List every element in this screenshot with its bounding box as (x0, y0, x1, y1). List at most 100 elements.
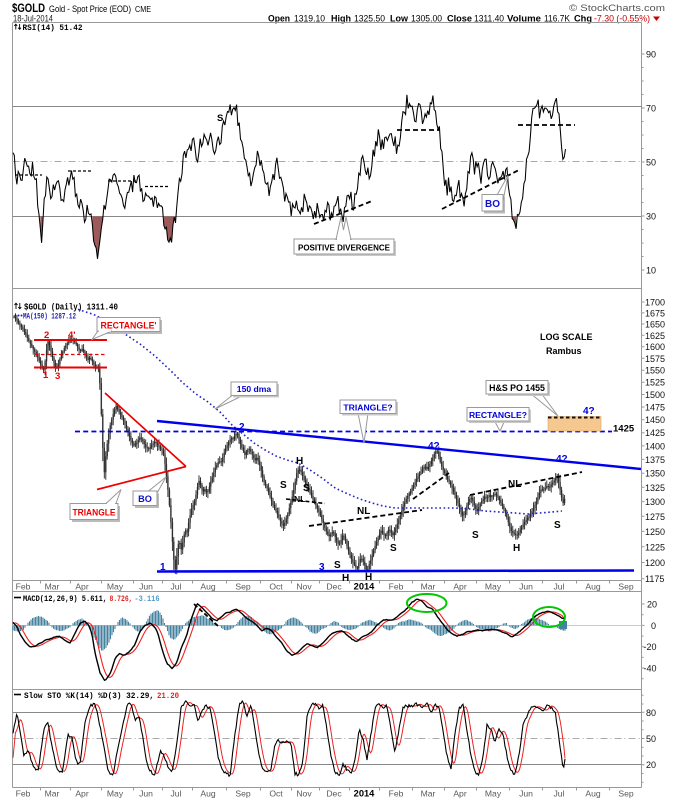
svg-text:Dec: Dec (326, 582, 342, 592)
svg-text:S: S (334, 560, 341, 571)
svg-text:1650: 1650 (645, 320, 665, 330)
svg-text:150 dma: 150 dma (237, 384, 272, 394)
svg-text:$GOLD (Daily) 1311.40: $GOLD (Daily) 1311.40 (24, 303, 118, 313)
svg-text:Nov: Nov (296, 582, 312, 592)
svg-text:Close: Close (447, 14, 472, 24)
svg-text:Oct: Oct (269, 789, 283, 799)
svg-text:LOG SCALE: LOG SCALE (540, 332, 593, 342)
svg-text:POSITIVE DIVERGENCE: POSITIVE DIVERGENCE (298, 243, 390, 253)
svg-text:Apr: Apr (75, 582, 89, 592)
svg-text:Jun: Jun (519, 582, 533, 592)
svg-text:Open: Open (268, 14, 290, 24)
svg-text:S: S (217, 113, 223, 124)
svg-text:1500: 1500 (645, 390, 665, 400)
svg-text:Dec: Dec (326, 789, 342, 799)
svg-text:1275: 1275 (645, 512, 665, 522)
svg-text:18-Jul-2014: 18-Jul-2014 (13, 14, 53, 24)
svg-text:RECTANGLE': RECTANGLE' (101, 321, 157, 332)
svg-text:Jul: Jul (554, 789, 565, 799)
svg-text:RSI(14) 51.42: RSI(14) 51.42 (23, 23, 83, 33)
svg-text:Sep: Sep (235, 582, 251, 592)
svg-text:Sep: Sep (618, 582, 634, 592)
svg-text:4?: 4? (556, 454, 568, 465)
svg-text:0: 0 (651, 621, 656, 631)
svg-text:Feb: Feb (16, 789, 31, 799)
svg-text:1375: 1375 (645, 455, 665, 465)
svg-text:Aug: Aug (585, 789, 601, 799)
svg-text:1425: 1425 (613, 424, 635, 435)
svg-text:4?: 4? (583, 406, 595, 417)
svg-text:2014: 2014 (354, 582, 376, 592)
svg-text:© StockCharts.com: © StockCharts.com (569, 3, 665, 13)
svg-text:1: 1 (43, 370, 49, 381)
svg-text:Mar: Mar (421, 789, 436, 799)
svg-text:1305.00: 1305.00 (411, 14, 442, 24)
svg-text:Feb: Feb (389, 582, 404, 592)
svg-text:1550: 1550 (645, 366, 665, 376)
svg-text:Slow STO %K(14) %D(3) 32.29,: Slow STO %K(14) %D(3) 32.29, (24, 691, 154, 701)
svg-text:BO: BO (485, 199, 500, 210)
svg-text:1175: 1175 (645, 574, 664, 584)
svg-text:1475: 1475 (645, 403, 665, 413)
svg-text:1450: 1450 (645, 415, 665, 425)
svg-text:50: 50 (646, 158, 656, 168)
svg-text:Feb: Feb (389, 789, 404, 799)
svg-text:RECTANGLE?: RECTANGLE? (469, 410, 527, 420)
svg-text:BO: BO (138, 494, 152, 504)
svg-text:1400: 1400 (645, 441, 665, 451)
svg-text:Jun: Jun (139, 789, 153, 799)
svg-text:May: May (107, 789, 124, 799)
svg-text:80: 80 (646, 708, 656, 718)
svg-text:-7.30 (-0.55%): -7.30 (-0.55%) (594, 14, 650, 24)
svg-text:1675: 1675 (645, 308, 665, 318)
svg-text:H&S PO 1455: H&S PO 1455 (489, 383, 545, 393)
svg-text:3: 3 (55, 371, 60, 382)
svg-text:2: 2 (239, 422, 245, 433)
svg-text:-40: -40 (644, 664, 657, 674)
svg-text:MA(150) 1287.12: MA(150) 1287.12 (23, 312, 76, 322)
svg-text:-20: -20 (644, 642, 657, 652)
svg-text:1225: 1225 (645, 542, 665, 552)
svg-text:S: S (554, 520, 561, 531)
svg-text:H: H (365, 572, 372, 583)
svg-text:2: 2 (44, 330, 49, 341)
svg-text:Jul: Jul (554, 582, 565, 592)
svg-text:Sep: Sep (618, 789, 634, 799)
svg-text:3: 3 (319, 562, 325, 573)
svg-text:Mar: Mar (45, 582, 60, 592)
svg-text:Apr: Apr (453, 582, 467, 592)
svg-text:1600: 1600 (645, 342, 665, 352)
svg-text:1625: 1625 (645, 331, 665, 341)
svg-text:Mar: Mar (421, 582, 436, 592)
svg-text:$GOLD: $GOLD (12, 1, 45, 15)
svg-text:116.7K: 116.7K (544, 14, 571, 24)
svg-text:Nov: Nov (296, 789, 312, 799)
svg-text:50: 50 (646, 734, 656, 744)
svg-text:4': 4' (68, 330, 76, 341)
svg-text:Volume: Volume (507, 14, 541, 24)
svg-text:20: 20 (647, 600, 657, 610)
svg-text:1700: 1700 (645, 298, 665, 308)
svg-text:Aug: Aug (585, 582, 601, 592)
svg-text:Feb: Feb (16, 582, 31, 592)
svg-text:CME: CME (135, 4, 151, 14)
svg-text:Rambus: Rambus (546, 346, 582, 356)
svg-text:10: 10 (646, 266, 656, 276)
svg-text:Sep: Sep (235, 789, 251, 799)
svg-text:90: 90 (646, 50, 656, 60)
svg-text:H: H (296, 456, 303, 467)
svg-text:S: S (472, 530, 479, 541)
svg-text:Oct: Oct (269, 582, 283, 592)
svg-text:1350: 1350 (645, 469, 665, 479)
svg-text:1250: 1250 (645, 527, 665, 537)
svg-text:High: High (331, 14, 351, 24)
svg-text:1200: 1200 (645, 558, 665, 568)
svg-text:1525: 1525 (645, 378, 665, 388)
svg-text:1: 1 (160, 562, 166, 573)
svg-text:70: 70 (646, 104, 656, 114)
svg-text:Apr: Apr (75, 789, 89, 799)
svg-text:S: S (303, 483, 310, 494)
svg-text:H: H (513, 543, 520, 554)
svg-text:1311.40: 1311.40 (474, 14, 504, 24)
svg-text:NL: NL (294, 494, 305, 504)
